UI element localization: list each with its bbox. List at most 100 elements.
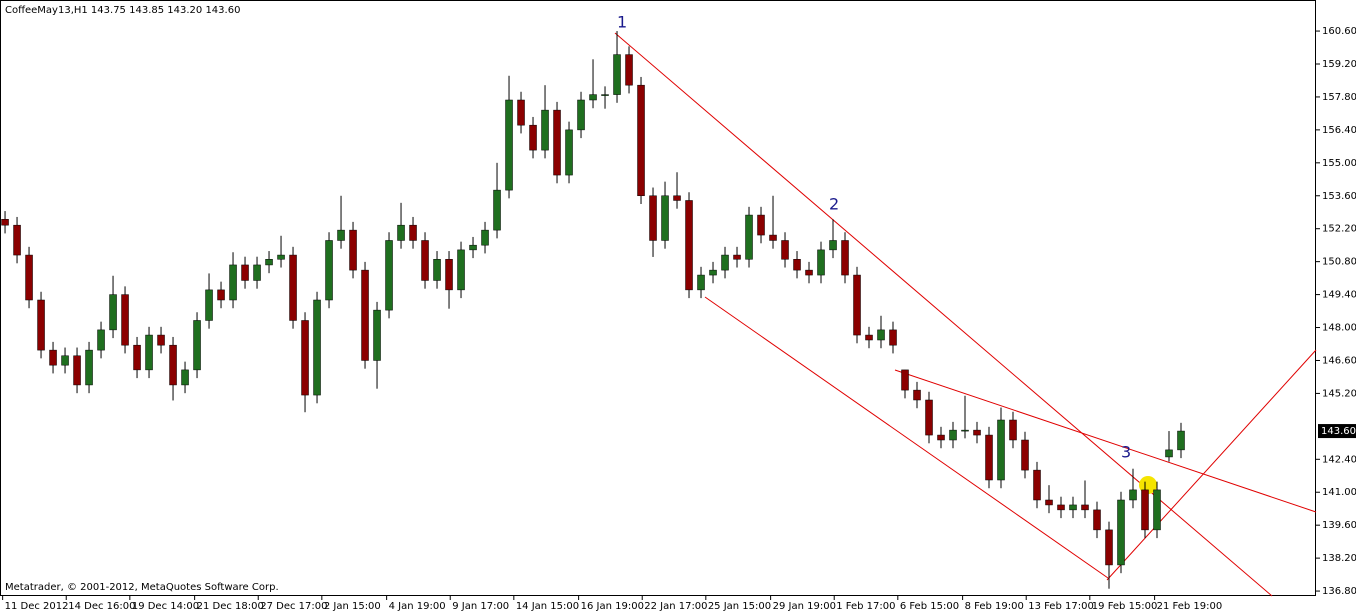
x-tick-label: 22 Jan 17:00 [644,601,707,612]
candle-body [841,240,849,276]
x-tick-label: 21 Dec 18:00 [197,601,264,612]
candle-body [133,344,141,371]
candle-body [1177,430,1185,451]
candle-body [577,99,585,131]
candle-body [553,109,561,176]
candle-body [361,269,369,361]
candle-body [829,240,837,251]
y-tick-label: 159.20 [1322,59,1356,70]
y-tick-label: 146.60 [1322,355,1356,366]
candle-body [49,349,57,366]
candle-body [1117,499,1125,566]
candle-body [769,234,777,241]
y-tick-label: 136.80 [1322,586,1356,597]
candle-body [985,434,993,481]
candle-body [757,214,765,236]
candle-body [289,254,297,321]
x-tick-label: 19 Dec 14:00 [132,601,199,612]
candle-body [637,84,645,197]
y-tick-label: 141.00 [1322,487,1356,498]
candle-body [853,274,861,336]
candle-body [793,259,801,271]
candle-body [889,329,897,346]
trend-line [614,32,1273,597]
candle-body [901,369,909,391]
candle-body [805,269,813,276]
x-tick-label: 21 Feb 19:00 [1157,601,1223,612]
candle-body [949,429,957,441]
y-tick-label: 148.00 [1322,323,1356,334]
candle-body [1153,489,1161,531]
candle-body [241,264,249,281]
candle-body [445,259,453,291]
x-tick-label: 4 Jan 19:00 [389,601,446,612]
candle-body [25,254,33,301]
candle-body [73,355,81,386]
candle-body [925,399,933,436]
candle-body [109,294,117,331]
candle-body [157,334,165,346]
candle-body [421,240,429,281]
candle-body [877,329,885,341]
candle-body [1141,489,1149,531]
y-tick-label: 145.20 [1322,388,1356,399]
candle-body [673,195,681,201]
candle-body [865,334,873,341]
candle-body [1045,499,1053,506]
x-tick-label: 2 Jan 15:00 [324,601,381,612]
y-tick-label: 139.60 [1322,520,1356,531]
candle-body [301,320,309,396]
y-tick-label: 142.40 [1322,454,1356,465]
chart-title: CoffeeMay13,H1 143.75 143.85 143.20 143.… [5,5,240,16]
candle-body [1033,469,1041,501]
candle-body [1105,529,1113,566]
footer: Metatrader, © 2001-2012, MetaQuotes Soft… [5,582,279,593]
y-tick-label: 156.40 [1322,125,1356,136]
candle-body [337,229,345,241]
x-tick-label: 29 Jan 19:00 [773,601,836,612]
candle-body [121,294,129,346]
candle-body [745,214,753,260]
candle-body [1009,419,1017,441]
candle-body [505,99,513,191]
candle-body [625,54,633,86]
x-tick-label: 25 Jan 15:00 [708,601,771,612]
candle-body [517,99,525,126]
candle-body [277,254,285,260]
candle-body [37,299,45,351]
y-tick-label: 153.60 [1322,191,1356,202]
candle-body [973,429,981,436]
candle-body [721,254,729,271]
candle-body [217,289,225,301]
x-tick-label: 13 Feb 17:00 [1028,601,1094,612]
candle-body [781,240,789,260]
candle-body [1069,504,1077,511]
candle-body [613,54,621,95]
candle-body [433,259,441,281]
y-tick-label: 157.80 [1322,92,1356,103]
candle-body [469,244,477,251]
last-price-box [1318,424,1356,439]
trend-line [704,296,1109,579]
candle-body [205,289,213,321]
candle-body [1021,439,1029,471]
candle-body [145,334,153,371]
x-tick-label: 19 Feb 15:00 [1092,601,1158,612]
candle-body [997,419,1005,481]
candle-body [253,264,261,281]
candle-body [97,329,105,351]
candle-body [265,259,273,266]
candle-body [529,124,537,151]
candle-body [229,264,237,301]
candle-body [457,249,465,291]
wave-label: 3 [1121,443,1131,462]
candle-body [541,109,549,151]
candle-body [193,320,201,371]
candle-body [1057,504,1065,511]
candle-body [817,249,825,276]
candle-body [937,434,945,441]
candle-body [913,389,921,401]
candle-body [349,229,357,271]
candle-body [697,274,705,291]
x-tick-label: 11 Dec 2012 [5,601,69,612]
